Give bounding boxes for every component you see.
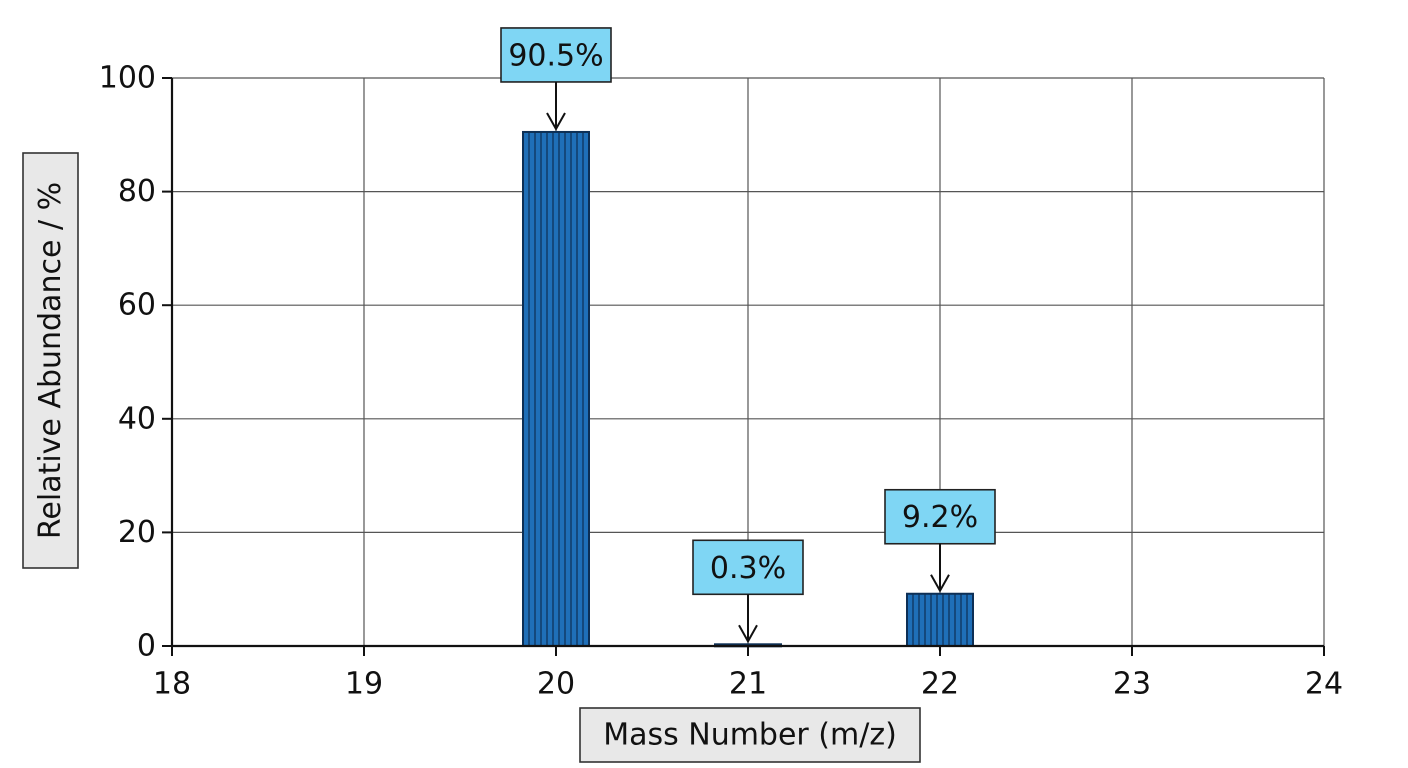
x-tick-label: 22 (921, 667, 959, 702)
x-tick-label: 20 (537, 667, 575, 702)
x-axis-title: Mass Number (m/z) (579, 707, 921, 763)
data-label: 9.2% (902, 500, 978, 535)
x-tick-label: 19 (345, 667, 383, 702)
y-tick-label: 20 (118, 515, 156, 550)
bar-fill (907, 593, 973, 646)
y-tick-label: 0 (137, 629, 156, 664)
x-tick-label: 21 (729, 667, 767, 702)
y-axis-title-box (22, 152, 79, 569)
x-axis-title-text: Mass Number (m/z) (603, 718, 897, 753)
x-axis-title-box (579, 707, 921, 763)
arrow-head (930, 574, 950, 593)
x-tick-label: 18 (153, 667, 191, 702)
callout-mz-21: 0.3% (692, 539, 804, 644)
callout-mz-20: 90.5% (500, 27, 612, 131)
bar-fill (523, 131, 589, 646)
x-tick-label: 23 (1113, 667, 1151, 702)
arrow-head (546, 112, 566, 131)
callout-mz-22: 9.2% (884, 488, 996, 593)
x-tick-label: 24 (1305, 667, 1343, 702)
arrow-head (738, 624, 758, 644)
y-tick-label: 60 (118, 288, 156, 323)
y-tick-label: 40 (118, 401, 156, 436)
data-label-callouts: 90.5% 0.3% 9.2% (500, 27, 996, 644)
bar-mz-22 (906, 592, 974, 648)
callout-box (500, 27, 612, 83)
bars (522, 130, 974, 648)
tick-labels: 0 20 40 60 80 100 18 19 20 21 22 23 24 (99, 61, 1343, 702)
callout-box (692, 539, 804, 596)
y-tick-label: 80 (118, 174, 156, 209)
y-axis-title-text: Relative Abundance / % (33, 182, 68, 539)
callout-box (884, 488, 996, 545)
bar-mz-20 (522, 130, 590, 647)
data-label: 90.5% (508, 38, 603, 73)
y-tick-label: 100 (99, 61, 156, 96)
grid (172, 77, 1325, 646)
y-axis-title: Relative Abundance / % (22, 152, 79, 569)
data-label: 0.3% (710, 551, 786, 586)
